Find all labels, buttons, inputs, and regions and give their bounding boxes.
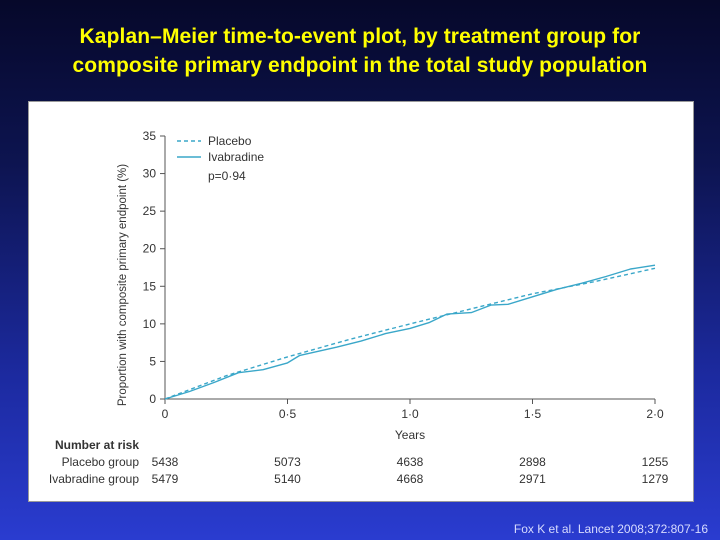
citation: Fox K et al. Lancet 2008;372:807-16 bbox=[513, 522, 708, 536]
risk-table-cell: 5438 bbox=[152, 455, 179, 469]
risk-table-cell: 2898 bbox=[519, 455, 546, 469]
slide-title-line-1: Kaplan–Meier time-to-event plot, by trea… bbox=[79, 25, 641, 48]
series-line-ivabradine bbox=[164, 264, 656, 400]
p-value-annotation: p=0·94 bbox=[208, 169, 246, 183]
x-tick-label: 1·5 bbox=[524, 407, 542, 421]
x-tick-label: 0·5 bbox=[279, 407, 297, 421]
risk-table-cell: 1255 bbox=[642, 455, 669, 469]
x-tick-label: 1·0 bbox=[401, 407, 419, 421]
risk-table-cell: 1279 bbox=[642, 472, 669, 486]
slide-title: Kaplan–Meier time-to-event plot, by trea… bbox=[0, 22, 720, 80]
risk-table-cell: 5073 bbox=[274, 455, 301, 469]
risk-table-row-label: Placebo group bbox=[62, 455, 140, 469]
risk-table-cell: 5140 bbox=[274, 472, 301, 486]
legend-label-placebo: Placebo bbox=[208, 134, 252, 148]
x-tick-label: 0 bbox=[162, 407, 169, 421]
y-tick-label: 15 bbox=[143, 279, 157, 293]
legend-label-ivabradine: Ivabradine bbox=[208, 150, 264, 164]
y-tick-label: 25 bbox=[143, 204, 157, 218]
y-tick-label: 30 bbox=[143, 167, 157, 181]
chart-panel: Proportion with composite primary endpoi… bbox=[28, 101, 694, 502]
risk-table-cell: 4638 bbox=[397, 455, 424, 469]
y-tick-label: 10 bbox=[143, 317, 157, 331]
y-tick-label: 5 bbox=[149, 354, 156, 368]
risk-table-cell: 2971 bbox=[519, 472, 546, 486]
y-tick-label: 35 bbox=[143, 129, 157, 143]
risk-table-row-label: Ivabradine group bbox=[49, 472, 139, 486]
risk-table-cell: 5479 bbox=[152, 472, 179, 486]
y-axis-label: Proportion with composite primary endpoi… bbox=[117, 164, 129, 406]
x-axis-label: Years bbox=[395, 428, 425, 442]
km-chart: Proportion with composite primary endpoi… bbox=[49, 129, 669, 486]
y-tick-label: 0 bbox=[149, 392, 156, 406]
series-line-placebo bbox=[164, 267, 656, 400]
x-tick-label: 2·0 bbox=[646, 407, 664, 421]
slide-title-line-2: composite primary endpoint in the total … bbox=[72, 54, 648, 77]
risk-table-cell: 4668 bbox=[397, 472, 424, 486]
risk-table-header: Number at risk bbox=[55, 438, 139, 452]
y-tick-label: 20 bbox=[143, 242, 157, 256]
